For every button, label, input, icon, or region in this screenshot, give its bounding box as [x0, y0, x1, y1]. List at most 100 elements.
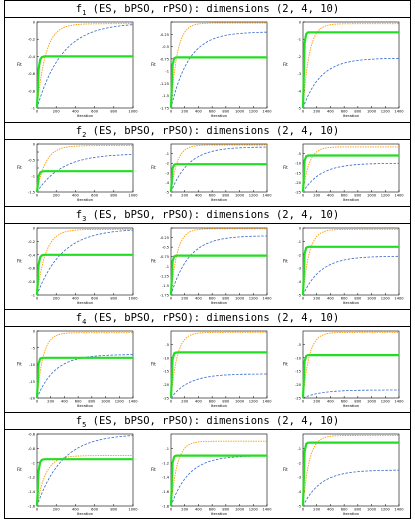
series-line-rPSO: [301, 441, 399, 507]
figure-grid: f1 (ES, bPSO, rPSO): dimensions (2, 4, 1…: [4, 0, 411, 519]
x-tick-label: 200: [313, 508, 321, 512]
x-axis-label: Iteration: [343, 197, 360, 202]
y-tick-label: -0.5: [28, 159, 35, 163]
x-tick-label: 1400: [394, 110, 404, 114]
y-tick-label: -0.4: [28, 253, 36, 257]
series-line-rPSO: [169, 454, 267, 507]
x-tick-label: 200: [47, 400, 55, 404]
x-tick-label: 1200: [381, 194, 391, 198]
series-line-ES: [302, 331, 399, 399]
x-tick-label: 800: [354, 400, 362, 404]
x-tick-label: 1000: [128, 297, 138, 301]
chart-row-f3: 0 -0.2 -0.4 -0.6 -0.8 -1 0 200 400 600 800 1000 Iter…: [5, 224, 410, 326]
x-axis-label: Iteration: [77, 511, 94, 516]
line-chart-f3-3: 0-1-2-3-4-50 200 400 600 800 1000 1200 1400Iter…: [283, 227, 404, 306]
x-tick-label: 0: [302, 508, 305, 512]
x-tick-label: 200: [53, 194, 61, 198]
y-tick-label: -3: [165, 171, 169, 175]
x-axis-label: Iteration: [211, 300, 228, 305]
x-tick-label: 600: [75, 400, 83, 404]
y-axis-label: Fit: [283, 362, 288, 367]
y-tick-label: -1.5: [162, 284, 169, 288]
panel-header-f2: f2 (ES, bPSO, rPSO): dimensions (2, 4, 1…: [5, 122, 410, 140]
y-tick-label: -0.2: [28, 38, 35, 42]
plot-frame: [170, 330, 268, 399]
y-tick-label: -5: [297, 107, 301, 111]
y-tick-label: -1.25: [160, 82, 169, 86]
y-tick-label: -0.8: [28, 89, 36, 93]
y-tick-label: -15: [29, 380, 35, 384]
y-tick-label: -20: [295, 383, 302, 387]
x-tick-label: 400: [195, 508, 203, 512]
x-tick-label: 800: [110, 508, 118, 512]
x-tick-label: 1000: [235, 508, 245, 512]
x-tick-label: 200: [53, 297, 61, 301]
x-tick-label: 200: [313, 110, 321, 114]
x-tick-label: 1000: [367, 110, 377, 114]
x-tick-label: 0: [36, 297, 39, 301]
y-tick-label: -1.6: [162, 490, 170, 494]
plot-frame: [36, 21, 134, 109]
x-axis-label: Iteration: [343, 300, 360, 305]
x-tick-label: 1400: [394, 400, 404, 404]
y-tick-label: -1.75: [160, 107, 169, 111]
y-tick-label: -1: [31, 175, 35, 179]
x-tick-label: 800: [222, 110, 230, 114]
series-line-bPSO: [302, 57, 400, 109]
x-tick-label: 600: [209, 508, 217, 512]
x-tick-label: 400: [72, 297, 80, 301]
y-tick-label: -0.2: [28, 240, 35, 244]
x-tick-label: 200: [53, 508, 61, 512]
y-tick-label: 0: [33, 227, 36, 231]
x-tick-label: 0: [170, 194, 173, 198]
x-tick-label: 800: [354, 297, 362, 301]
x-tick-label: 600: [341, 400, 349, 404]
y-tick-label: -25: [163, 397, 169, 401]
series-line-ES: [36, 332, 133, 399]
plot-frame: [302, 330, 400, 399]
x-tick-label: 800: [110, 194, 118, 198]
x-axis-label: Iteration: [211, 511, 228, 516]
chart-row-f4: 0 -5 -10 -15 -20 0 200 400 600 800 1000 1200 1400 Ite…: [5, 327, 410, 429]
y-tick-label: -15: [295, 370, 301, 374]
y-axis-label: Fit: [151, 259, 156, 264]
line-chart-f4-3: -5 -10 -15 -20 -250 200 400 600 800 1000 1200 1400 I…: [283, 330, 404, 408]
chart-row-f2: 0 -0.5 -1 -1.5 0 200 400 600 800 1000 Iteration Fit…: [5, 140, 410, 242]
y-tick-label: -1.25: [160, 274, 169, 278]
y-tick-label: -1: [165, 265, 169, 269]
x-tick-label: 0: [36, 194, 39, 198]
y-tick-label: -4: [297, 280, 301, 284]
y-tick-label: -0.6: [28, 72, 36, 76]
series-line-rPSO: [35, 356, 133, 399]
x-tick-label: 800: [222, 194, 230, 198]
y-tick-label: -4: [297, 490, 301, 494]
x-tick-label: 400: [195, 110, 203, 114]
x-axis-label: Iteration: [343, 403, 360, 408]
x-tick-label: 400: [72, 194, 80, 198]
y-tick-label: -0.6: [28, 433, 36, 437]
x-axis-label: Iteration: [211, 197, 228, 202]
x-tick-label: 1400: [262, 110, 272, 114]
x-tick-label: 0: [302, 297, 305, 301]
line-chart-f5-1: -0.6 -0.8 -1 -1.2 -1.4 -1.60 200 400 600 800 1000 I…: [17, 433, 138, 517]
series-line-bPSO: [36, 435, 134, 507]
x-tick-label: 800: [222, 508, 230, 512]
series-line-rPSO: [35, 253, 133, 296]
x-tick-label: 800: [354, 194, 362, 198]
y-tick-label: -10: [295, 356, 302, 360]
line-chart-f5-3: -1 -2 -3 -4 -50 200 400 600 800 1000 1200 1400 Itera…: [283, 433, 404, 516]
y-tick-label: -1: [297, 38, 301, 42]
x-tick-label: 0: [170, 110, 173, 114]
x-tick-label: 1200: [381, 400, 391, 404]
x-tick-label: 0: [170, 508, 173, 512]
y-axis-label: Fit: [151, 467, 156, 472]
x-tick-label: 1000: [235, 400, 245, 404]
series-line-rPSO: [35, 55, 133, 109]
y-tick-label: -5: [297, 152, 301, 156]
plot-frame: [302, 227, 400, 296]
series-line-bPSO: [170, 373, 267, 399]
y-tick-label: -0.75: [160, 255, 169, 259]
y-tick-label: -10: [29, 363, 36, 367]
x-tick-label: 600: [209, 297, 217, 301]
y-tick-label: -0.75: [160, 57, 169, 61]
